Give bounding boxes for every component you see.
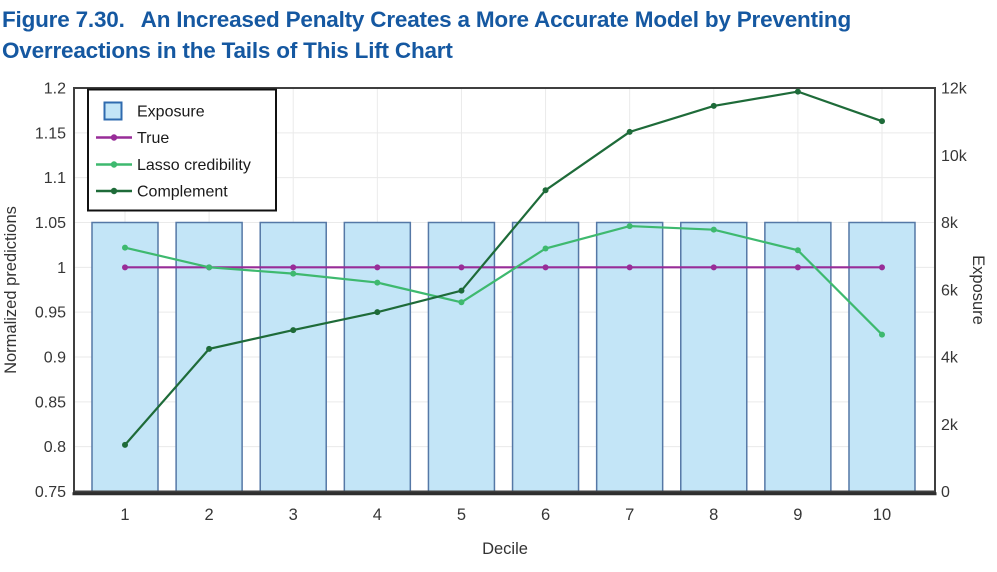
data-point	[878, 264, 885, 271]
data-point	[122, 441, 128, 448]
data-point	[290, 264, 297, 271]
data-point	[794, 247, 801, 254]
legend-label-true: True	[137, 130, 169, 147]
svg-text:2k: 2k	[941, 417, 959, 434]
svg-text:0.95: 0.95	[35, 305, 66, 322]
data-point	[710, 102, 717, 109]
exposure-bar	[91, 221, 159, 493]
figure-title: Figure 7.30. An Increased Penalty Creates…	[0, 0, 997, 66]
exposure-bar	[595, 221, 664, 493]
svg-text:8: 8	[709, 506, 718, 524]
data-point	[374, 309, 381, 316]
exposure-bar	[764, 221, 832, 493]
data-point	[206, 264, 213, 271]
legend-label-complement: Complement	[137, 184, 228, 201]
y-left-axis-title: Normalized predictions	[2, 206, 20, 374]
legend-dot-swatch	[110, 187, 118, 195]
data-point	[794, 88, 801, 95]
legend-dot-swatch	[110, 134, 118, 141]
data-point	[458, 299, 465, 306]
svg-text:0.8: 0.8	[44, 439, 66, 456]
legend-dot-swatch	[110, 161, 118, 168]
exposure-bar	[848, 221, 916, 493]
lift-chart-canvas: Exposure True Lasso credibility Complement 0…	[2, 81, 987, 559]
x-axis-title: Decile	[482, 540, 528, 558]
svg-text:4: 4	[373, 506, 382, 524]
data-point	[458, 264, 465, 271]
data-point	[542, 187, 549, 194]
svg-text:1.05: 1.05	[35, 215, 66, 232]
svg-text:0.9: 0.9	[44, 350, 66, 367]
lasso-credibility-line	[122, 223, 885, 338]
data-point	[626, 128, 633, 135]
svg-text:3: 3	[289, 506, 298, 524]
complement-line	[122, 88, 885, 448]
data-point	[374, 264, 381, 271]
svg-text:0.75: 0.75	[35, 484, 66, 501]
figure-title-line2: Overreactions in the Tails of This Lift …	[2, 38, 453, 63]
svg-text:7: 7	[625, 506, 634, 524]
svg-text:9: 9	[793, 506, 802, 524]
data-point	[626, 264, 633, 271]
data-point	[290, 270, 297, 277]
legend: Exposure True Lasso credibility Complement	[87, 88, 277, 212]
data-point	[122, 264, 128, 271]
data-point	[710, 226, 717, 233]
exposure-bar	[259, 221, 327, 493]
svg-text:1.1: 1.1	[44, 170, 66, 187]
data-point	[458, 287, 465, 294]
data-point	[794, 264, 801, 271]
data-point	[542, 245, 549, 252]
svg-text:1.15: 1.15	[35, 125, 66, 142]
svg-text:5: 5	[457, 506, 466, 524]
figure-title-text1: An Increased Penalty Creates a More Accu…	[140, 7, 852, 32]
data-point	[122, 244, 128, 251]
data-point	[878, 331, 885, 338]
legend-label-exposure: Exposure	[137, 104, 205, 121]
svg-text:2: 2	[205, 506, 214, 524]
y-right-tick-labels: 0 2k 4k 6k 8k 10k 12k	[941, 81, 968, 502]
svg-text:8k: 8k	[941, 215, 959, 232]
y-left-tick-labels: 0.75 0.8 0.85 0.9 0.95 1 1.05 1.1 1.15 1.2	[35, 81, 66, 502]
svg-text:0: 0	[941, 484, 950, 501]
svg-text:1: 1	[120, 506, 129, 524]
plot-frame	[73, 87, 936, 493]
svg-text:0.85: 0.85	[35, 394, 66, 411]
data-point	[206, 345, 213, 352]
exposure-swatch	[103, 101, 123, 121]
x-tick-labels: 1 2 3 4 5 6 7 8 9 10	[120, 506, 891, 524]
data-point	[542, 264, 549, 271]
data-point	[290, 327, 297, 334]
data-point	[878, 118, 885, 125]
data-point	[710, 264, 717, 271]
svg-text:6: 6	[541, 506, 550, 524]
data-point	[374, 279, 381, 286]
exposure-bar	[680, 221, 748, 493]
svg-text:12k: 12k	[941, 81, 968, 98]
svg-text:1.2: 1.2	[44, 81, 66, 98]
svg-text:10k: 10k	[941, 148, 968, 165]
figure-title-line1: Figure 7.30. An Increased Penalty Creates…	[2, 4, 989, 35]
true-line	[122, 264, 885, 271]
svg-text:4k: 4k	[941, 350, 959, 367]
y-right-axis-title: Exposure	[969, 255, 987, 325]
svg-text:10: 10	[873, 506, 891, 524]
svg-text:1: 1	[57, 260, 66, 277]
figure-label: Figure 7.30.	[2, 7, 125, 32]
svg-text:6k: 6k	[941, 282, 959, 299]
data-point	[626, 223, 633, 230]
legend-label-lasso-credibility: Lasso credibility	[137, 157, 251, 174]
exposure-bar	[343, 221, 412, 493]
